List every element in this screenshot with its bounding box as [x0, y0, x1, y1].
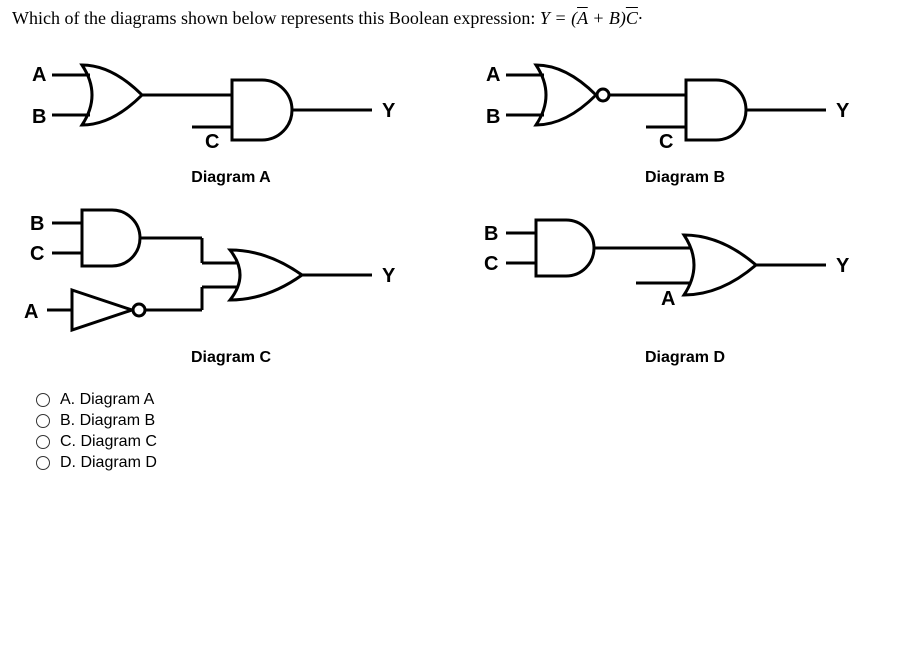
diagram-a-cell: A B C Y Diagram A — [12, 45, 450, 187]
label-a-inB: B — [32, 106, 46, 128]
option-a-label: A. Diagram A — [60, 391, 154, 409]
expr-dot: · — [638, 8, 643, 28]
diagram-b-svg: A B C Y — [466, 45, 886, 165]
diagram-c-cell: B C A Y Diagram C — [12, 195, 450, 367]
expr-plus: + — [588, 8, 609, 28]
diagram-c-svg: B C A Y — [12, 195, 432, 345]
label-a-inC: C — [205, 131, 219, 153]
radio-icon[interactable] — [36, 393, 50, 407]
label-d-inB: B — [484, 223, 498, 245]
question-text: Which of the diagrams shown below repres… — [12, 8, 904, 29]
label-d-inC: C — [484, 253, 498, 275]
radio-icon[interactable] — [36, 456, 50, 470]
option-c-label: C. Diagram C — [60, 433, 157, 451]
option-d-row[interactable]: D. Diagram D — [36, 454, 904, 472]
question-prefix: Which of the diagrams shown below repres… — [12, 8, 540, 28]
radio-icon[interactable] — [36, 435, 50, 449]
diagram-d-svg: B C A Y — [466, 195, 886, 345]
diagram-a-label: Diagram A — [12, 169, 450, 187]
diagram-b-cell: A B C Y Diagram B — [466, 45, 904, 187]
diagram-b-label: Diagram B — [466, 169, 904, 187]
option-b-label: B. Diagram B — [60, 412, 155, 430]
label-b-inC: C — [659, 131, 673, 153]
label-b-out: Y — [836, 100, 850, 122]
option-b-row[interactable]: B. Diagram B — [36, 412, 904, 430]
option-a-row[interactable]: A. Diagram A — [36, 391, 904, 409]
diagram-d-label: Diagram D — [466, 349, 904, 367]
label-b-inA: A — [486, 64, 500, 86]
label-c-inA: A — [24, 301, 38, 323]
label-d-inA: A — [661, 288, 675, 310]
expr-abar: A — [577, 8, 588, 28]
expr-b: B — [609, 8, 620, 28]
option-c-row[interactable]: C. Diagram C — [36, 433, 904, 451]
diagrams-grid: A B C Y Diagram A A B C Y — [12, 45, 904, 367]
label-b-inB: B — [486, 106, 500, 128]
radio-icon[interactable] — [36, 414, 50, 428]
label-a-inA: A — [32, 64, 46, 86]
diagram-c-label: Diagram C — [12, 349, 450, 367]
label-c-inC: C — [30, 243, 44, 265]
label-d-out: Y — [836, 255, 850, 277]
label-c-out: Y — [382, 265, 396, 287]
expr-cbar: C — [626, 8, 638, 28]
options-list: A. Diagram A B. Diagram B C. Diagram C D… — [36, 391, 904, 472]
boolean-expression: Y = (A + B)C· — [540, 8, 643, 28]
option-d-label: D. Diagram D — [60, 454, 157, 472]
diagram-a-svg: A B C Y — [12, 45, 432, 165]
label-c-inB: B — [30, 213, 44, 235]
diagram-d-cell: B C A Y Diagram D — [466, 195, 904, 367]
expr-y: Y — [540, 8, 550, 28]
expr-eq: = — [550, 8, 571, 28]
label-a-out: Y — [382, 100, 396, 122]
